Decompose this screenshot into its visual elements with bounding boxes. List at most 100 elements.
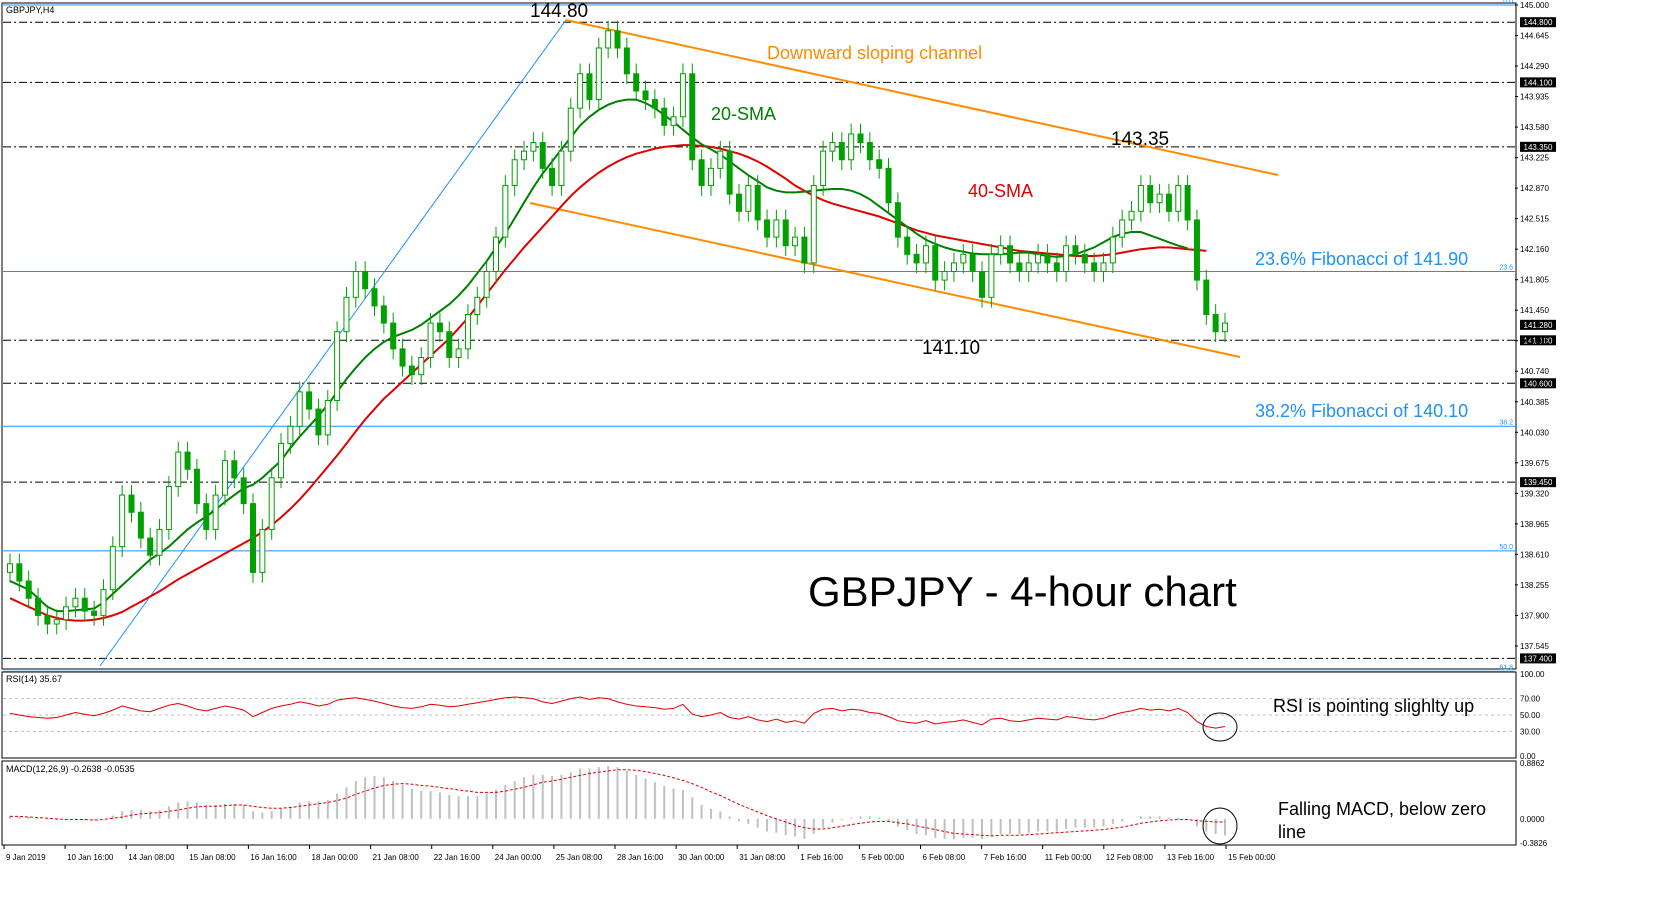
candle-body bbox=[296, 391, 303, 427]
time-tick-label: 15 Jan 08:00 bbox=[189, 853, 236, 862]
candle-body bbox=[614, 30, 621, 49]
candle-body bbox=[698, 159, 705, 187]
time-tick-label: 1 Feb 16:00 bbox=[800, 853, 843, 862]
candle-body bbox=[679, 73, 686, 118]
candle-body bbox=[278, 442, 285, 479]
candle-body bbox=[1212, 314, 1219, 333]
candle-body bbox=[7, 563, 13, 573]
time-tick-label: 12 Feb 08:00 bbox=[1106, 853, 1154, 862]
candle-body bbox=[91, 610, 98, 616]
candle-body bbox=[726, 150, 733, 195]
macd-panel-frame bbox=[1, 760, 1517, 846]
macd-highlight-circle bbox=[1202, 807, 1238, 845]
candle-body bbox=[446, 331, 453, 358]
candle-body bbox=[16, 563, 23, 582]
level-price-tag bbox=[1520, 335, 1556, 346]
candle-body bbox=[754, 185, 761, 221]
level-price-label: 144.100 bbox=[1524, 78, 1553, 87]
price-tick-label: 142.160 bbox=[1520, 245, 1549, 254]
candle-body bbox=[549, 167, 556, 187]
price-tick-label: 137.545 bbox=[1520, 642, 1549, 651]
rsi-tick-label: 50.00 bbox=[1520, 711, 1541, 720]
candle-body bbox=[539, 142, 546, 169]
symbol-label: GBPJPY,H4 bbox=[6, 5, 54, 15]
candle-body bbox=[184, 451, 191, 470]
level-price-label: 143.350 bbox=[1524, 143, 1553, 152]
high-price-label: 144.80 bbox=[530, 1, 588, 22]
candle-body bbox=[343, 296, 350, 333]
price-tick-label: 141.095 bbox=[1520, 337, 1549, 346]
candle-body bbox=[1222, 322, 1228, 333]
time-tick-label: 5 Feb 00:00 bbox=[861, 853, 904, 862]
candle-body bbox=[1128, 210, 1135, 221]
macd-title: MACD(12,26,9) -0.2638 -0.0535 bbox=[6, 764, 135, 774]
candle-body bbox=[35, 597, 42, 616]
fibonacci-ratio-label: 0.0 bbox=[1503, 0, 1513, 5]
candle-body bbox=[1053, 262, 1060, 273]
candle-body bbox=[250, 503, 256, 573]
candle-body bbox=[707, 167, 714, 187]
candle-body bbox=[511, 159, 518, 187]
candle-body bbox=[175, 451, 182, 487]
level-price-tag bbox=[1520, 319, 1556, 330]
candle-body bbox=[1109, 236, 1116, 264]
candle-body bbox=[1203, 279, 1210, 316]
candle-body bbox=[268, 477, 275, 530]
level-price-label: 137.400 bbox=[1524, 654, 1553, 663]
macd-tick-label: 0.0000 bbox=[1520, 815, 1545, 824]
candle-body bbox=[25, 580, 32, 599]
time-tick-label: 24 Jan 00:00 bbox=[495, 853, 542, 862]
price-tick-label: 140.385 bbox=[1520, 398, 1549, 407]
price-tick-label: 138.610 bbox=[1520, 550, 1549, 559]
candle-body bbox=[558, 150, 565, 187]
price-tick-label: 144.290 bbox=[1520, 62, 1549, 71]
macd-annotation-line2: line bbox=[1278, 822, 1306, 842]
candle-body bbox=[595, 47, 602, 101]
time-tick-label: 22 Jan 16:00 bbox=[434, 853, 481, 862]
price-tick-label: 137.900 bbox=[1520, 611, 1549, 620]
candle-body bbox=[334, 331, 341, 401]
candle-body bbox=[764, 219, 771, 238]
candle-body bbox=[1193, 219, 1200, 281]
rsi-tick-label: 0.00 bbox=[1520, 752, 1536, 761]
candle-body bbox=[530, 142, 537, 152]
candle-body bbox=[1016, 262, 1023, 273]
candle-body bbox=[493, 236, 499, 273]
candle-body bbox=[820, 150, 827, 187]
time-tick-label: 7 Feb 16:00 bbox=[984, 853, 1027, 862]
candle-body bbox=[72, 597, 79, 608]
level-price-label: 144.800 bbox=[1524, 18, 1553, 27]
candle-body bbox=[81, 597, 88, 612]
candle-body bbox=[63, 606, 70, 621]
candle-body bbox=[156, 528, 163, 556]
candle-body bbox=[736, 193, 742, 212]
candle-body bbox=[885, 167, 892, 204]
candle-body bbox=[44, 614, 51, 625]
price-tick-label: 145.000 bbox=[1520, 1, 1549, 10]
candle-body bbox=[1156, 193, 1163, 204]
channel-upper-line bbox=[565, 19, 1279, 176]
impulse-trendline bbox=[99, 19, 567, 667]
price-tick-label: 141.450 bbox=[1520, 306, 1549, 315]
rsi-highlight-circle bbox=[1202, 712, 1238, 742]
candle-body bbox=[913, 253, 920, 264]
macd-tick-label: -0.3826 bbox=[1520, 839, 1548, 848]
candle-body bbox=[287, 425, 294, 444]
candle-body bbox=[128, 494, 135, 513]
candle-body bbox=[1081, 253, 1088, 264]
candle-body bbox=[848, 133, 855, 161]
candle-body bbox=[988, 253, 995, 298]
candle-body bbox=[1091, 262, 1098, 273]
price-tick-label: 143.935 bbox=[1520, 93, 1549, 102]
candle-body bbox=[1137, 185, 1144, 212]
price-tick-label: 140.030 bbox=[1520, 428, 1549, 437]
low-price-label: 141.10 bbox=[922, 338, 980, 359]
candle-body bbox=[231, 460, 238, 479]
candle-body bbox=[577, 73, 584, 109]
candle-body bbox=[801, 236, 808, 264]
level-price-tag bbox=[1520, 378, 1556, 389]
time-tick-label: 31 Jan 08:00 bbox=[739, 853, 786, 862]
trendlines bbox=[99, 19, 1279, 667]
